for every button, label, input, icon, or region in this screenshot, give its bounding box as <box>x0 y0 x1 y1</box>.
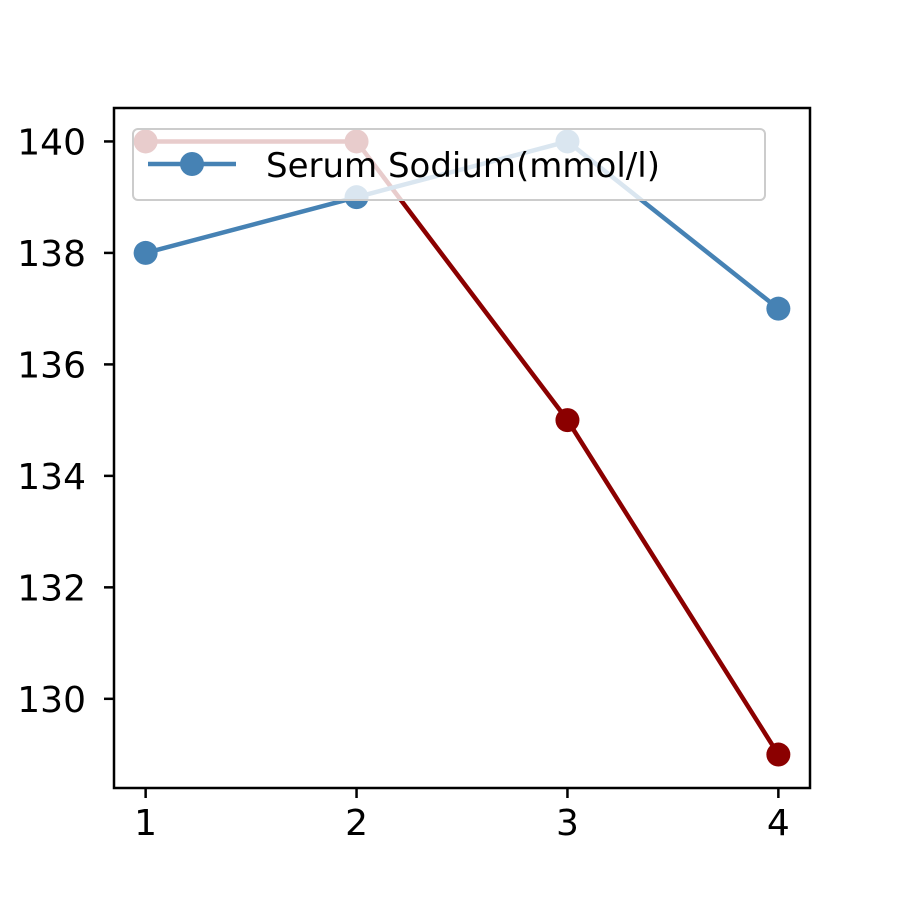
x-tick-label: 3 <box>556 803 579 844</box>
x-tick-label: 4 <box>767 803 790 844</box>
legend-marker-serum-sodium <box>180 152 204 176</box>
y-tick-label: 138 <box>17 234 86 275</box>
x-tick-label: 1 <box>134 803 157 844</box>
y-tick-label: 132 <box>17 568 86 609</box>
legend-box <box>132 128 766 201</box>
y-tick-label: 140 <box>17 122 86 163</box>
y-tick-label: 130 <box>17 680 86 721</box>
x-tick-label: 2 <box>345 803 368 844</box>
data-point <box>766 742 791 767</box>
plot-frame <box>112 106 812 790</box>
y-tick-label: 134 <box>17 457 86 498</box>
data-point <box>766 296 791 321</box>
legend-label-serum-sodium: Serum Sodium(mmol/l) <box>266 146 660 186</box>
y-axis: 130 132 134 136 138 140 <box>17 122 114 721</box>
y-tick-label: 136 <box>17 345 86 386</box>
legend: Serum Sodium(mmol/l) <box>132 128 766 201</box>
data-point <box>133 240 158 265</box>
data-point <box>555 408 580 433</box>
x-axis: 1 2 3 4 <box>134 788 790 844</box>
